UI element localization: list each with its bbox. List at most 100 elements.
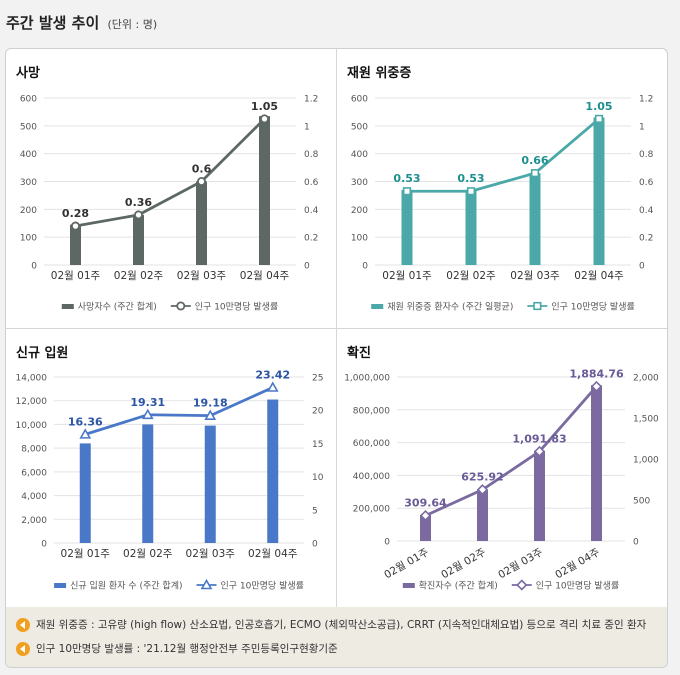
y-left-tick-label: 300 <box>351 178 368 188</box>
y-right-tick-label: 0.6 <box>639 178 654 188</box>
y-left-tick-label: 12,000 <box>16 397 48 407</box>
y-left-tick-label: 0 <box>362 262 368 272</box>
y-right-tick-label: 0 <box>633 538 639 548</box>
x-tick-label: 02월 04주 <box>240 270 290 282</box>
charts-frame: 사망 0 100 200 300 400 500 600 0 0.2 0.4 0.6 0.8 1 1.2 02… <box>5 48 668 668</box>
data-label: 0.6 <box>192 163 212 176</box>
note-rate-basis: 인구 10만명당 발생률 : '21.12월 행정안전부 주민등록인구현황기준 <box>16 641 338 656</box>
panel-divider-horizontal <box>6 328 667 329</box>
legend-bar-label: 사망자수 (주간 합계) <box>78 301 157 313</box>
x-tick-label: 02월 03주 <box>177 270 227 282</box>
y-left-tick-label: 600 <box>351 95 368 105</box>
y-left-tick-label: 4,000 <box>21 492 47 502</box>
legend-bar-swatch <box>402 583 415 588</box>
bar <box>133 214 144 265</box>
rate-point <box>402 187 412 196</box>
y-right-tick-label: 1,000 <box>633 456 659 466</box>
y-right-tick-label: 0.2 <box>304 234 318 244</box>
legend: 신규 입원 환자 수 (주간 합계) 인구 10만명당 발생률 <box>54 578 304 592</box>
legend-bar-label: 신규 입원 환자 수 (주간 합계) <box>70 580 182 592</box>
y-right-tick-label: 0 <box>312 540 318 550</box>
data-label: 1.05 <box>251 100 278 113</box>
bar <box>591 385 602 541</box>
x-tick-label: 02월 02주 <box>446 270 496 282</box>
rate-point <box>133 210 143 220</box>
y-right-tick-label: 10 <box>312 473 324 483</box>
legend: 확진자수 (주간 합계) 인구 10만명당 발생률 <box>402 579 619 592</box>
legend-bar-swatch <box>54 583 67 588</box>
bar <box>142 424 154 543</box>
rate-point <box>196 176 206 186</box>
y-right-tick-label: 25 <box>312 374 323 384</box>
y-left-tick-label: 400,000 <box>353 472 390 482</box>
y-left-tick-label: 1,000,000 <box>344 374 390 384</box>
x-tick-label: 02월 03주 <box>186 548 236 560</box>
chart-panel-death: 사망 0 100 200 300 400 500 600 0 0.2 0.4 0.6 0.8 1 1.2 02… <box>6 49 336 327</box>
y-right-tick-label: 15 <box>312 440 323 450</box>
y-left-tick-label: 600 <box>20 95 37 105</box>
x-tick-label: 02월 01주 <box>382 546 431 581</box>
y-right-tick-label: 1 <box>304 122 310 132</box>
speaker-icon <box>16 617 30 632</box>
y-left-tick-label: 14,000 <box>16 374 48 384</box>
bar <box>259 116 270 265</box>
y-right-tick-label: 0.2 <box>639 234 653 244</box>
notes-box: 재원 위중증 : 고유량 (high flow) 산소요법, 인공호흡기, EC… <box>6 607 667 667</box>
y-left-tick-label: 0 <box>384 538 390 548</box>
legend: 재원 위중증 환자수 (주간 일평균) 인구 10만명당 발생률 <box>371 301 635 313</box>
note-text: 인구 10만명당 발생률 : '21.12월 행정안전부 주민등록인구현황기준 <box>36 643 338 655</box>
rate-point <box>79 428 92 439</box>
rate-line <box>75 117 266 228</box>
y-left-tick-label: 10,000 <box>16 421 48 431</box>
legend-bar-swatch <box>61 304 74 309</box>
y-left-tick-label: 400 <box>351 150 368 160</box>
unit-label: (단위 : 명) <box>107 18 158 31</box>
bar <box>593 117 605 265</box>
y-right-tick-label: 1.2 <box>304 95 318 105</box>
chart-title: 재원 위중증 <box>347 66 411 81</box>
y-right-tick-label: 1,500 <box>633 415 659 425</box>
rate-point <box>141 408 154 420</box>
rate-point <box>419 509 432 522</box>
rate-point <box>476 484 489 496</box>
legend-marker <box>176 301 186 311</box>
y-left-tick-label: 100 <box>351 234 368 244</box>
y-left-tick-label: 8,000 <box>21 445 47 455</box>
y-right-tick-label: 0.8 <box>639 150 654 160</box>
legend-line-label: 인구 10만명당 발생률 <box>536 581 619 592</box>
x-tick-label: 02월 04주 <box>553 546 602 581</box>
x-tick-label: 02월 02주 <box>114 270 164 282</box>
confirmed-chart: 확진 0 200,000 400,000 600,000 800,000 1,000,000… <box>344 345 659 592</box>
speaker-icon <box>16 641 30 656</box>
y-left-tick-label: 600,000 <box>353 439 390 449</box>
bar <box>465 189 477 265</box>
note-severe-definition: 재원 위중증 : 고유량 (high flow) 산소요법, 인공호흡기, EC… <box>16 617 646 632</box>
rate-point <box>259 114 269 124</box>
x-tick-label: 02월 04주 <box>248 548 298 560</box>
data-label: 19.18 <box>193 397 228 410</box>
rate-point <box>594 114 604 123</box>
chart-panel-severe: 재원 위중증 0 100 200 300 400 500 600 0 0.2 0.4 0.6 0.8 1 1… <box>337 49 667 327</box>
y-right-tick-label: 0.4 <box>639 206 654 216</box>
data-label: 0.53 <box>457 172 484 185</box>
rate-point <box>533 445 546 458</box>
x-tick-label: 02월 02주 <box>123 548 173 560</box>
x-tick-label: 02월 03주 <box>510 270 560 282</box>
y-left-tick-label: 6,000 <box>21 468 47 478</box>
bar <box>267 399 279 543</box>
rate-point <box>204 409 217 420</box>
legend-line-label: 인구 10만명당 발생률 <box>195 302 278 313</box>
x-tick-label: 02월 02주 <box>439 546 488 581</box>
rate-line <box>424 385 598 517</box>
legend-line-label: 인구 10만명당 발생률 <box>221 581 304 592</box>
legend-marker <box>200 578 213 590</box>
rate-point <box>590 380 603 393</box>
y-left-tick-label: 200 <box>20 206 37 216</box>
rate-point <box>530 169 540 178</box>
y-left-tick-label: 100 <box>20 234 37 244</box>
y-left-tick-label: 200,000 <box>353 505 390 515</box>
data-label: 625.92 <box>461 471 503 484</box>
legend-marker <box>516 579 528 591</box>
y-left-tick-label: 500 <box>351 122 368 132</box>
x-tick-label: 02월 03주 <box>496 546 545 581</box>
